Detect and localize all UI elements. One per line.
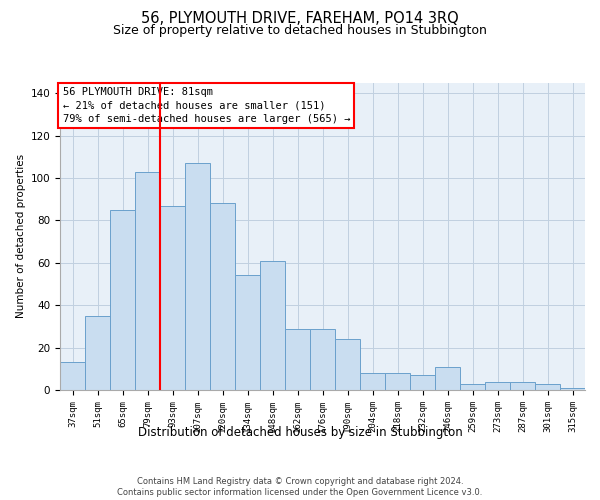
Bar [135, 172, 160, 390]
Bar [185, 163, 210, 390]
Bar [110, 210, 135, 390]
Bar [435, 366, 460, 390]
Text: 56, PLYMOUTH DRIVE, FAREHAM, PO14 3RQ: 56, PLYMOUTH DRIVE, FAREHAM, PO14 3RQ [141, 11, 459, 26]
Text: 56 PLYMOUTH DRIVE: 81sqm
← 21% of detached houses are smaller (151)
79% of semi-: 56 PLYMOUTH DRIVE: 81sqm ← 21% of detach… [62, 87, 350, 124]
Bar [235, 276, 260, 390]
Bar [560, 388, 585, 390]
Text: Distribution of detached houses by size in Stubbington: Distribution of detached houses by size … [137, 426, 463, 439]
Bar [535, 384, 560, 390]
Bar [510, 382, 535, 390]
Bar [385, 373, 410, 390]
Text: Size of property relative to detached houses in Stubbington: Size of property relative to detached ho… [113, 24, 487, 37]
Y-axis label: Number of detached properties: Number of detached properties [16, 154, 26, 318]
Bar [260, 260, 285, 390]
Bar [485, 382, 510, 390]
Bar [210, 204, 235, 390]
Bar [310, 328, 335, 390]
Bar [360, 373, 385, 390]
Bar [285, 328, 310, 390]
Bar [60, 362, 85, 390]
Text: Contains HM Land Registry data © Crown copyright and database right 2024.: Contains HM Land Registry data © Crown c… [137, 476, 463, 486]
Text: Contains public sector information licensed under the Open Government Licence v3: Contains public sector information licen… [118, 488, 482, 497]
Bar [335, 339, 360, 390]
Bar [460, 384, 485, 390]
Bar [410, 375, 435, 390]
Bar [160, 206, 185, 390]
Bar [85, 316, 110, 390]
